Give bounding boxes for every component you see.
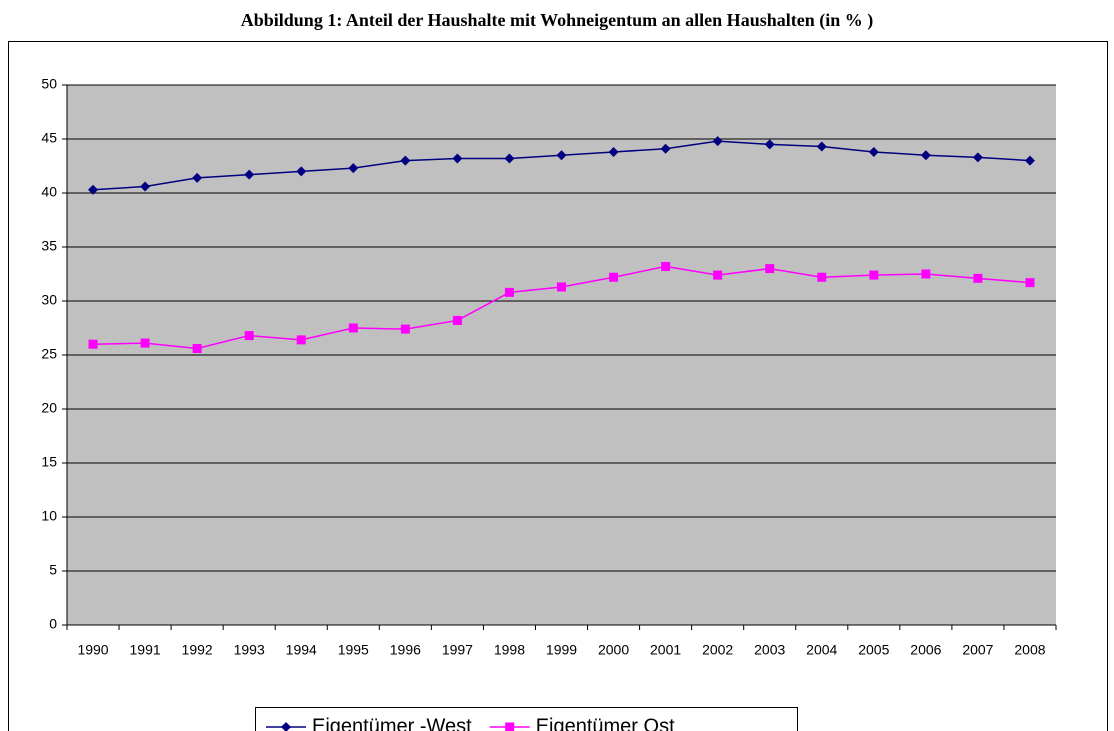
data-point bbox=[1024, 155, 1035, 166]
data-point bbox=[764, 139, 775, 150]
data-point bbox=[713, 270, 723, 280]
data-point bbox=[869, 270, 879, 280]
x-tick-label: 1998 bbox=[494, 642, 525, 658]
data-point bbox=[400, 324, 410, 334]
data-point bbox=[712, 136, 723, 147]
data-point bbox=[504, 153, 515, 164]
legend-label: Eigentümer -West bbox=[312, 715, 472, 731]
data-point bbox=[88, 339, 98, 349]
data-point bbox=[765, 264, 775, 274]
data-point bbox=[452, 153, 463, 164]
x-tick-label: 1990 bbox=[77, 642, 108, 658]
x-tick-label: 1992 bbox=[182, 642, 213, 658]
data-point bbox=[452, 315, 462, 325]
data-point bbox=[660, 143, 671, 154]
y-tick-label: 40 bbox=[41, 184, 57, 200]
x-tick-label: 2008 bbox=[1014, 642, 1045, 658]
y-tick-label: 15 bbox=[41, 454, 57, 470]
data-point bbox=[921, 269, 931, 279]
data-point bbox=[817, 272, 827, 282]
y-tick-label: 20 bbox=[41, 400, 57, 416]
x-tick-label: 2001 bbox=[650, 642, 681, 658]
chart-title: Abbildung 1: Anteil der Haushalte mit Wo… bbox=[241, 10, 873, 31]
x-tick-label: 2007 bbox=[962, 642, 993, 658]
legend-box bbox=[255, 707, 798, 731]
x-tick-label: 1994 bbox=[286, 642, 317, 658]
y-tick-label: 30 bbox=[41, 292, 57, 308]
data-point bbox=[972, 152, 983, 163]
x-tick-label: 1991 bbox=[130, 642, 161, 658]
legend-marker bbox=[505, 722, 515, 731]
x-tick-label: 1995 bbox=[338, 642, 369, 658]
data-point bbox=[661, 261, 671, 271]
x-tick-label: 1997 bbox=[442, 642, 473, 658]
data-point bbox=[609, 272, 619, 282]
data-point bbox=[920, 150, 931, 161]
data-point bbox=[557, 282, 566, 292]
x-tick-label: 1993 bbox=[234, 642, 265, 658]
y-tick-label: 10 bbox=[41, 508, 57, 524]
data-point bbox=[244, 331, 254, 341]
x-tick-label: 1996 bbox=[390, 642, 421, 658]
x-tick-label: 2002 bbox=[702, 642, 733, 658]
x-tick-label: 1999 bbox=[546, 642, 577, 658]
data-point bbox=[816, 141, 827, 152]
x-tick-label: 2000 bbox=[598, 642, 629, 658]
data-point bbox=[192, 344, 202, 354]
x-tick-label: 2004 bbox=[806, 642, 837, 658]
data-point bbox=[348, 163, 359, 174]
data-point bbox=[348, 323, 358, 333]
data-point bbox=[608, 146, 619, 157]
data-point bbox=[973, 273, 983, 283]
x-tick-label: 2006 bbox=[910, 642, 941, 658]
data-point bbox=[140, 181, 151, 192]
data-point bbox=[1025, 278, 1035, 288]
y-tick-label: 25 bbox=[41, 346, 57, 362]
legend-marker bbox=[281, 722, 291, 731]
y-tick-label: 45 bbox=[41, 130, 57, 146]
data-point bbox=[296, 335, 306, 345]
data-point bbox=[556, 150, 567, 161]
data-point bbox=[192, 172, 203, 183]
legend-label: Eigentümer Ost bbox=[536, 715, 675, 731]
data-point bbox=[244, 169, 255, 180]
data-point bbox=[504, 287, 514, 297]
data-point bbox=[400, 155, 411, 166]
x-tick-label: 2005 bbox=[858, 642, 889, 658]
y-tick-label: 0 bbox=[49, 616, 57, 632]
data-point bbox=[296, 166, 307, 177]
data-point bbox=[868, 146, 879, 157]
data-point bbox=[88, 184, 99, 195]
y-tick-label: 50 bbox=[41, 76, 57, 92]
y-tick-label: 5 bbox=[49, 562, 57, 578]
x-tick-label: 2003 bbox=[754, 642, 785, 658]
data-point bbox=[140, 338, 150, 348]
y-tick-label: 35 bbox=[41, 238, 57, 254]
